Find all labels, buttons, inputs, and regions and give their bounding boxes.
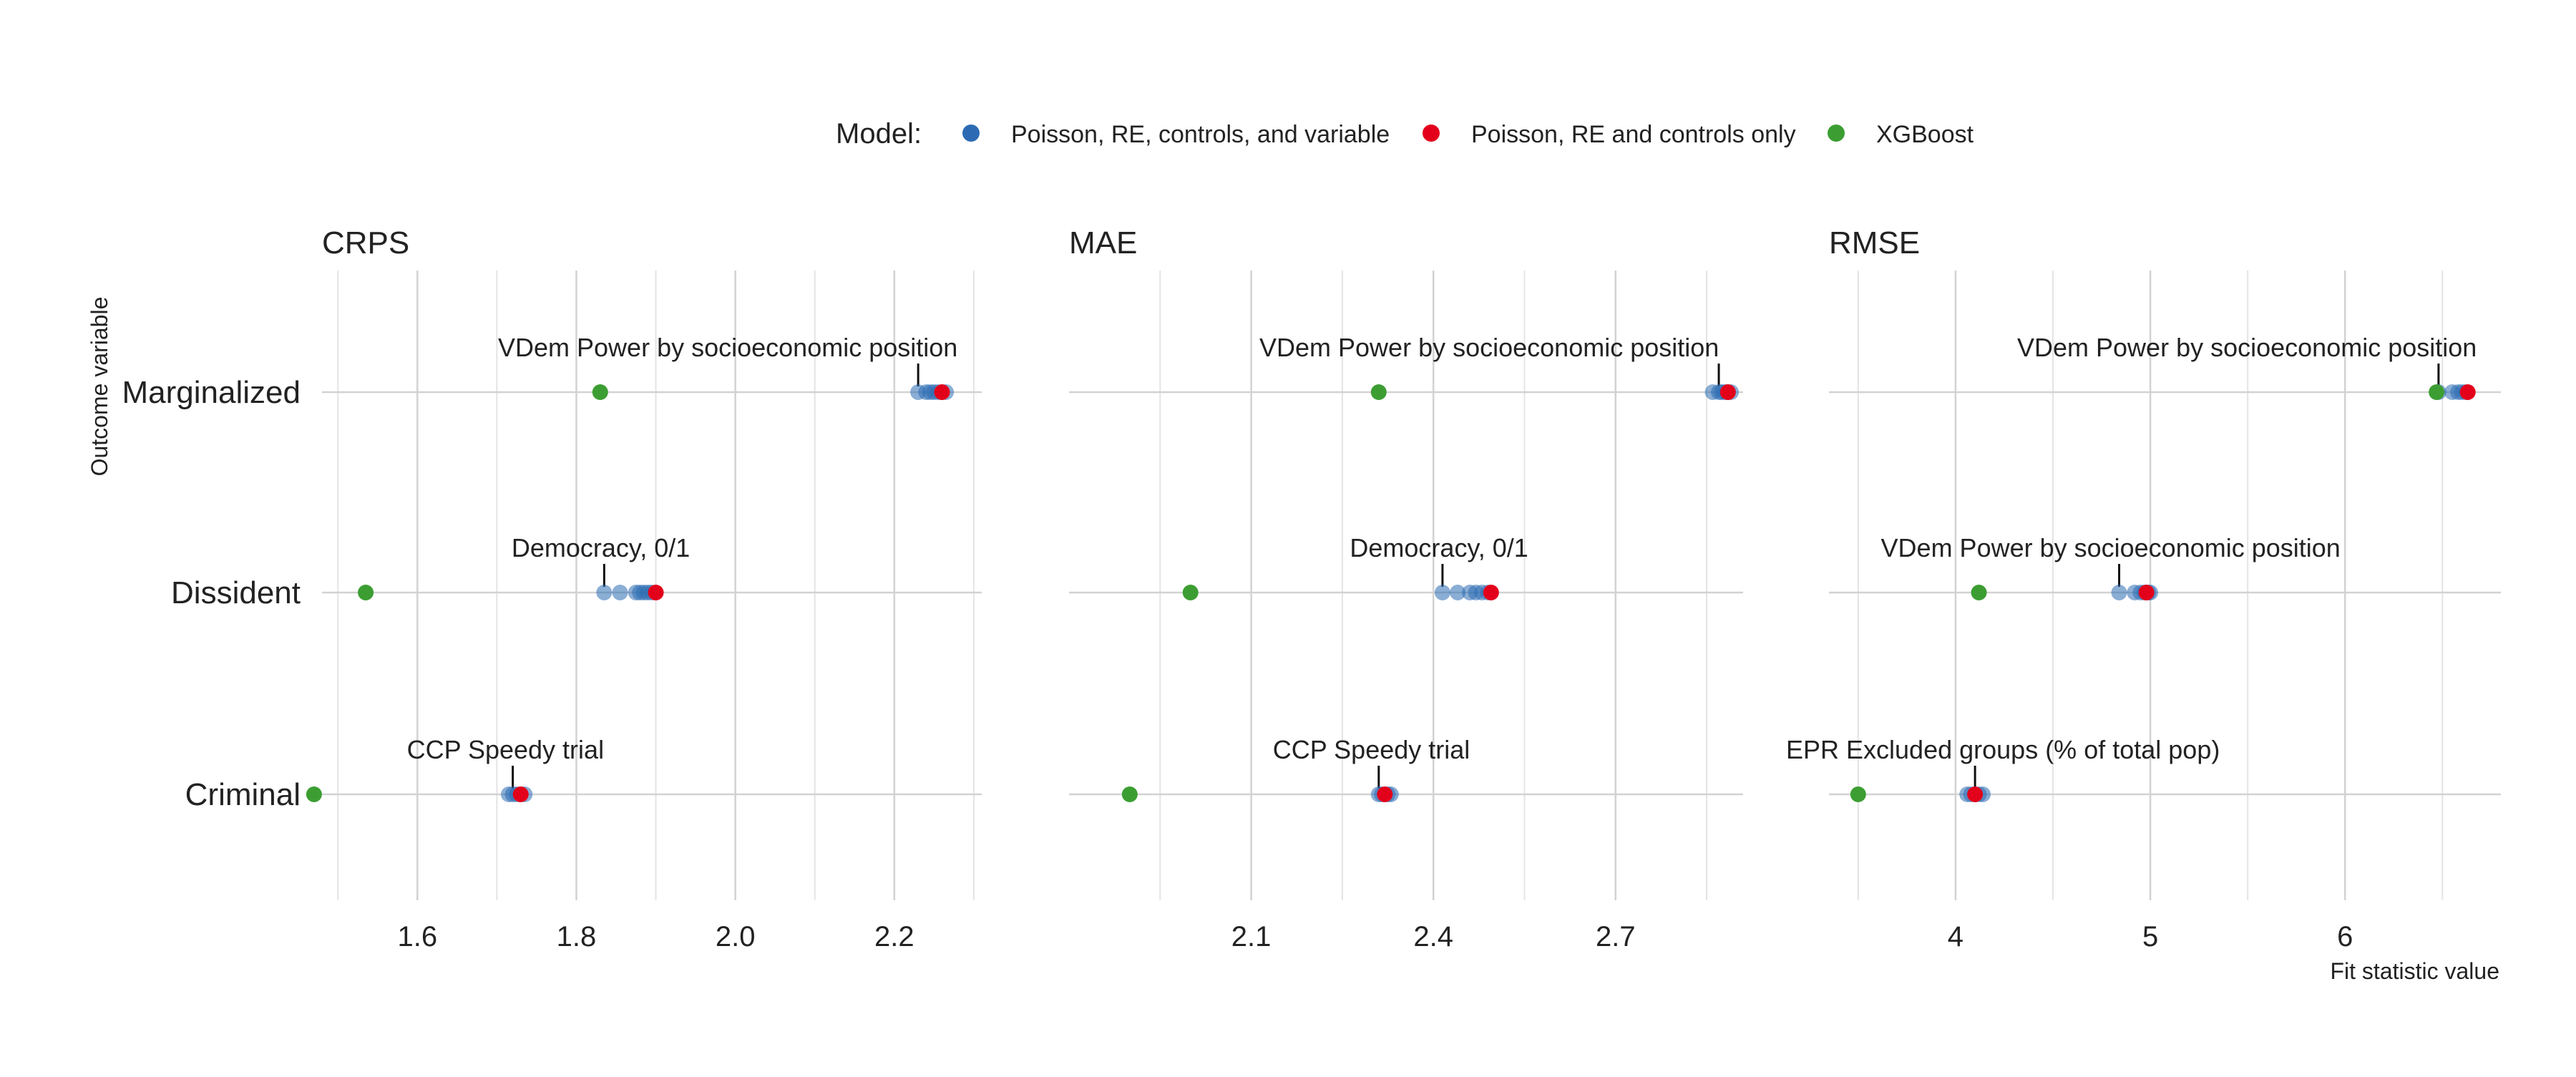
x-tick-label: 2.2: [874, 921, 914, 952]
point-poisson-marginalized: [934, 384, 950, 400]
point-poisson-criminal: [512, 786, 529, 802]
legend-label-1: Poisson, RE and controls only: [1471, 121, 1796, 148]
point-poisson-criminal: [1967, 786, 1984, 802]
point-poisson-dissident: [612, 585, 628, 600]
point-poisson-dissident: [1450, 585, 1466, 600]
annotation-label: Democracy, 0/1: [1350, 533, 1528, 562]
x-tick-label: 2.0: [716, 921, 756, 952]
legend-title: Model:: [836, 118, 922, 150]
panel-title: CRPS: [322, 225, 409, 260]
point-xgboost-criminal: [1121, 786, 1138, 802]
point-poisson-dissident: [1434, 585, 1450, 600]
annotation-label: VDem Power by socioeconomic position: [2017, 333, 2477, 362]
annotation-label: VDem Power by socioeconomic position: [1881, 533, 2341, 562]
panel-rmse: RMSE 4 5 6 VDem Power by socioeconomic posit…: [1786, 225, 2501, 952]
point-poisson-dissident: [2138, 585, 2155, 600]
point-xgboost-criminal: [1850, 786, 1866, 802]
point-poisson-dissident: [596, 585, 613, 600]
x-tick-label: 1.8: [557, 921, 597, 952]
point-xgboost-dissident: [358, 585, 374, 600]
point-poisson-dissident: [2111, 585, 2127, 600]
point-xgboost-dissident: [1971, 585, 1987, 600]
annotation-label: EPR Excluded groups (% of total pop): [1786, 735, 2220, 764]
annotation-label: VDem Power by socioeconomic position: [498, 333, 957, 362]
x-axis-label: Fit statistic value: [2330, 958, 2499, 984]
x-tick-label: 6: [2337, 921, 2353, 952]
point-xgboost-dissident: [1182, 585, 1199, 600]
annotation-label: VDem Power by socioeconomic position: [1259, 333, 1719, 362]
x-tick-label: 4: [1948, 921, 1963, 952]
point-xgboost-marginalized: [1370, 384, 1387, 400]
legend-marker-2: [1828, 125, 1845, 142]
y-tick-label-marginalized: Marginalized: [122, 375, 301, 410]
annotation-label: Democracy, 0/1: [512, 533, 690, 562]
point-poisson-marginalized: [1719, 384, 1736, 400]
panel-title: RMSE: [1829, 225, 1920, 260]
x-tick-label: 2.7: [1596, 921, 1636, 952]
legend-marker-1: [1423, 125, 1440, 142]
legend: Model: Poisson, RE, controls, and variab…: [836, 118, 1974, 150]
annotation-label: CCP Speedy trial: [1273, 735, 1470, 764]
y-axis-label: Outcome variable: [87, 297, 112, 477]
point-poisson-dissident: [1483, 585, 1499, 600]
legend-marker-0: [962, 125, 980, 142]
y-tick-label-dissident: Dissident: [171, 575, 301, 610]
annotation-label: CCP Speedy trial: [407, 735, 604, 764]
x-tick-label: 5: [2142, 921, 2158, 952]
panel-crps: CRPS 1.6 1.8 2.0 2.2 VDem Power by socioecono…: [306, 225, 982, 952]
point-poisson-marginalized: [2459, 384, 2476, 400]
point-xgboost-marginalized: [592, 384, 608, 400]
point-poisson-criminal: [1377, 786, 1393, 802]
y-tick-label-criminal: Criminal: [185, 777, 301, 812]
legend-label-2: XGBoost: [1876, 121, 1974, 148]
x-tick-label: 2.1: [1231, 921, 1272, 952]
x-tick-label: 2.4: [1413, 921, 1453, 952]
legend-label-0: Poisson, RE, controls, and variable: [1011, 121, 1390, 148]
point-poisson-dissident: [648, 585, 664, 600]
panel-title: MAE: [1069, 225, 1137, 260]
point-xgboost-marginalized: [2429, 384, 2445, 400]
panels: Marginalized Dissident Criminal CRPS 1.6 1.8 2…: [122, 225, 2501, 952]
point-xgboost-criminal: [306, 786, 322, 802]
x-tick-label: 1.6: [397, 921, 437, 952]
panel-mae: MAE 2.1 2.4 2.7 VDem Power by socioeconomic …: [1069, 225, 1743, 952]
